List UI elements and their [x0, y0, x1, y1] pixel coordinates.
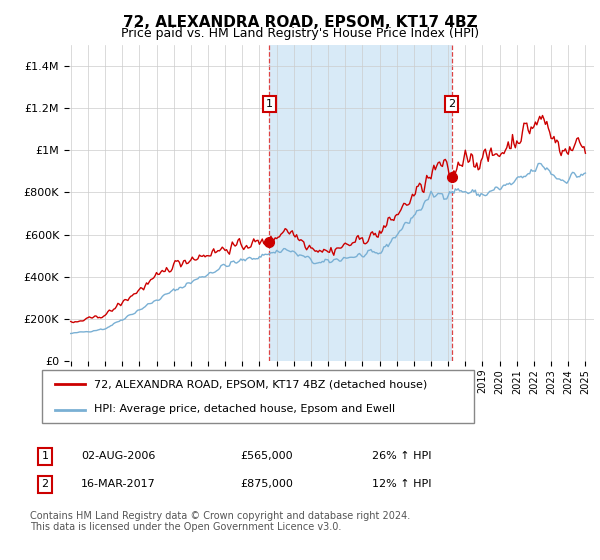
Text: 2: 2 [448, 99, 455, 109]
Text: 2: 2 [41, 479, 49, 489]
Text: 26% ↑ HPI: 26% ↑ HPI [372, 451, 431, 461]
FancyBboxPatch shape [42, 370, 474, 423]
Text: 12% ↑ HPI: 12% ↑ HPI [372, 479, 431, 489]
Text: 1: 1 [41, 451, 49, 461]
Text: Contains HM Land Registry data © Crown copyright and database right 2024.
This d: Contains HM Land Registry data © Crown c… [30, 511, 410, 533]
Text: Price paid vs. HM Land Registry's House Price Index (HPI): Price paid vs. HM Land Registry's House … [121, 27, 479, 40]
Bar [269, 45, 452, 361]
Text: 72, ALEXANDRA ROAD, EPSOM, KT17 4BZ (detached house): 72, ALEXANDRA ROAD, EPSOM, KT17 4BZ (det… [94, 380, 427, 390]
Text: HPI: Average price, detached house, Epsom and Ewell: HPI: Average price, detached house, Epso… [94, 404, 395, 414]
Text: 72, ALEXANDRA ROAD, EPSOM, KT17 4BZ: 72, ALEXANDRA ROAD, EPSOM, KT17 4BZ [122, 15, 478, 30]
Text: 16-MAR-2017: 16-MAR-2017 [81, 479, 156, 489]
Text: £565,000: £565,000 [240, 451, 293, 461]
Text: 1: 1 [266, 99, 273, 109]
Text: £875,000: £875,000 [240, 479, 293, 489]
Text: 02-AUG-2006: 02-AUG-2006 [81, 451, 155, 461]
